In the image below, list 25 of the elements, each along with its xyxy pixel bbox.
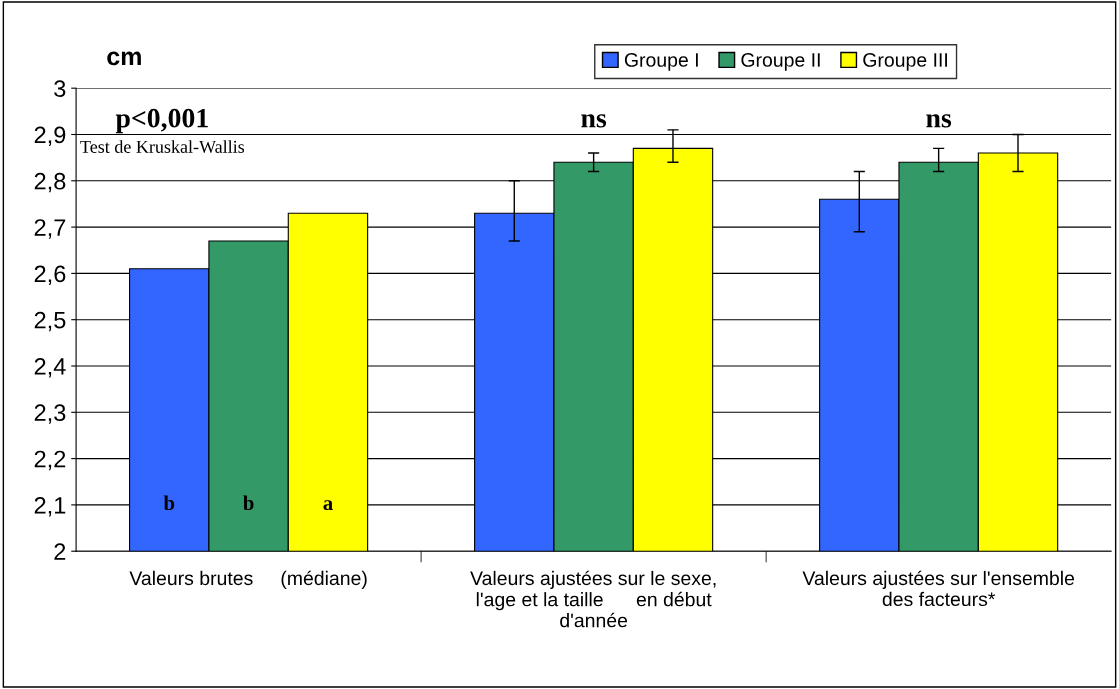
y-tick-label: 3 xyxy=(54,80,66,97)
annotation: ns xyxy=(926,114,952,128)
legend-label: Groupe II xyxy=(741,53,820,71)
annotation: b xyxy=(163,495,175,511)
legend-label: Groupe I xyxy=(624,53,698,71)
y-tick-label: 2,3 xyxy=(34,404,66,424)
x-tick-label: Valeurs ajustées sur l'ensemble des facteurs* xyxy=(802,570,1075,607)
annotation: b xyxy=(243,495,254,511)
annotation: ns xyxy=(581,114,607,128)
x-tick-label: Valeurs ajustées sur le sexe, l'age et la taille en début d'année xyxy=(470,570,716,628)
y-tick-label: 2,8 xyxy=(34,172,66,193)
y-axis-title: cm xyxy=(107,51,141,66)
y-tick-label: 2,4 xyxy=(34,358,66,378)
annotation: Test de Kruskal-Wallis xyxy=(80,140,245,153)
y-tick-label: 2,2 xyxy=(34,450,66,471)
legend-label: Groupe III xyxy=(863,53,947,71)
x-tick-label: Valeurs brutes (médiane) xyxy=(129,570,367,589)
annotation: p<0,001 xyxy=(115,108,208,134)
y-tick-label: 2,5 xyxy=(34,311,66,332)
y-tick-label: 2,9 xyxy=(34,126,66,147)
y-tick-label: 2,7 xyxy=(34,219,66,239)
annotation: a xyxy=(323,500,333,511)
y-tick-label: 2,1 xyxy=(34,496,66,517)
y-tick-label: 2,6 xyxy=(34,265,66,285)
y-tick-label: 2 xyxy=(54,543,66,560)
